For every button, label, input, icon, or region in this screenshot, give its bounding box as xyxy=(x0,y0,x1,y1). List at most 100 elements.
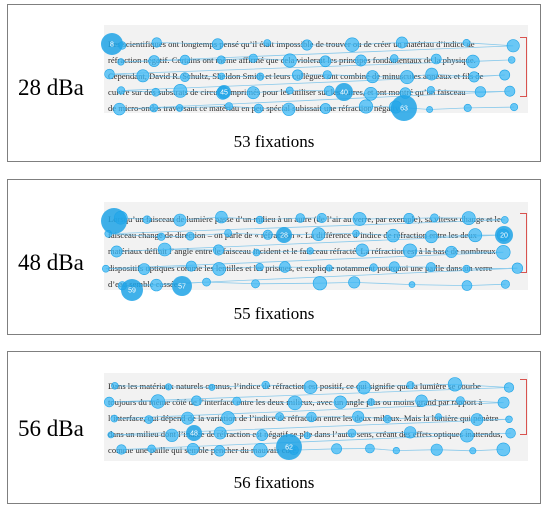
fixation-dot xyxy=(496,245,511,260)
fixation-dot xyxy=(256,429,268,441)
fixation-dot xyxy=(311,227,326,242)
fixation-dot xyxy=(138,263,151,275)
fixation-dot xyxy=(395,36,408,49)
fixation-dot xyxy=(306,247,314,255)
fixation-dot xyxy=(185,231,195,241)
fixation-dot xyxy=(144,415,154,424)
fixation-index-label: 45 xyxy=(220,90,228,97)
fixation-dot xyxy=(461,211,476,225)
fixation-dot xyxy=(316,212,327,223)
fixation-dot xyxy=(358,99,373,114)
fixation-dot xyxy=(400,70,415,85)
fixation-dot xyxy=(456,396,465,405)
fixation-dot xyxy=(426,106,433,113)
fixation-dot xyxy=(117,58,125,66)
fixation-dot xyxy=(253,103,264,114)
fixation-dot xyxy=(352,229,360,238)
fixation-dot xyxy=(466,54,480,69)
saccade-path xyxy=(109,42,515,110)
fixation-dot xyxy=(103,396,115,408)
fixation-dot xyxy=(357,380,371,395)
fixation-dot-large xyxy=(391,95,417,121)
fixation-dot xyxy=(142,215,152,224)
fixation-index-label: 40 xyxy=(340,90,348,97)
fixation-dot xyxy=(365,443,375,454)
fixation-dot xyxy=(508,56,516,64)
fixation-dot xyxy=(253,442,268,458)
fixation-dot xyxy=(319,55,332,68)
text-line: dispositifs optiques comme les lentilles… xyxy=(108,263,493,273)
fixation-dot xyxy=(462,38,471,47)
fixation-dot xyxy=(354,54,367,67)
text-line: Dans les matériaux naturels connus, l’in… xyxy=(108,381,481,391)
fixation-dot xyxy=(430,53,442,65)
fixation-dot xyxy=(263,39,271,47)
fixation-dot xyxy=(111,382,119,390)
fixation-dot xyxy=(312,276,328,291)
fixation-dot xyxy=(225,102,234,111)
fixation-dot xyxy=(175,104,184,112)
fixation-dot xyxy=(462,264,471,273)
fixation-dot xyxy=(181,411,195,425)
fixation-dot xyxy=(186,442,199,456)
fixation-index-label: 20 xyxy=(500,233,508,240)
fixation-dot xyxy=(404,426,417,439)
fixation-dot xyxy=(215,210,228,224)
fixation-index-label: 63 xyxy=(400,106,408,113)
fixation-dot xyxy=(157,242,172,257)
fixation-dot xyxy=(388,261,400,273)
fixation-dot xyxy=(185,260,197,272)
fixation-dot xyxy=(251,279,260,289)
fixation-dot xyxy=(426,86,435,95)
fixation-index-label: 28 xyxy=(280,233,288,240)
fixation-dot xyxy=(324,85,335,97)
fixation-dot xyxy=(301,39,313,51)
fixation-dot xyxy=(320,103,331,114)
fixation-dot xyxy=(221,411,235,425)
fixation-dot xyxy=(262,229,273,240)
fixation-dot-large xyxy=(495,226,513,244)
fixation-dot xyxy=(325,264,333,272)
fixation-dot xyxy=(285,86,294,95)
fixation-dot-large xyxy=(121,279,143,301)
fixation-dot xyxy=(147,444,156,454)
fixation-dot xyxy=(386,228,400,243)
fixation-dot xyxy=(282,102,296,116)
panel-48dba: 48 dBa Lorsqu’un faisceau de lumière pas… xyxy=(7,179,541,335)
fixation-dot-large xyxy=(276,434,302,460)
fixation-dot xyxy=(322,70,332,80)
fixation-dot xyxy=(150,394,165,409)
fixation-dot xyxy=(173,84,188,98)
fixation-dot xyxy=(306,411,317,423)
fixation-dot xyxy=(504,85,516,97)
fixation-dot xyxy=(211,38,224,51)
fixation-count: 55 fixations xyxy=(233,304,315,323)
fixation-dot xyxy=(500,216,509,224)
fixation-dot xyxy=(151,87,160,97)
fixation-dot xyxy=(468,228,483,243)
fixation-dot-large xyxy=(276,227,292,243)
fixation-dot xyxy=(392,446,400,455)
fixation-dot xyxy=(505,415,513,424)
fixation-dot xyxy=(213,244,225,256)
fixation-dot xyxy=(255,215,264,224)
fixation-dot-large xyxy=(335,83,353,101)
fixation-dot xyxy=(116,444,127,455)
fixation-dot xyxy=(463,103,472,112)
fixation-count: 56 fixations xyxy=(233,473,315,492)
fixation-index-label: 8 xyxy=(110,42,114,49)
fixation-dot xyxy=(468,71,480,83)
fixation-dot xyxy=(500,279,510,289)
fixation-dot xyxy=(157,232,166,241)
fixation-dot xyxy=(430,443,443,456)
text-line: d’eau semble cassée. xyxy=(108,279,180,289)
fixation-dot xyxy=(496,442,511,457)
fixation-dot xyxy=(261,380,270,390)
fixation-dot xyxy=(425,262,436,273)
fixation-dot xyxy=(503,382,515,393)
fixation-dot xyxy=(303,432,311,440)
fixation-dot xyxy=(202,277,211,287)
fixation-dot xyxy=(246,86,260,100)
fixation-dot xyxy=(352,212,367,226)
fixation-dot xyxy=(255,263,264,272)
